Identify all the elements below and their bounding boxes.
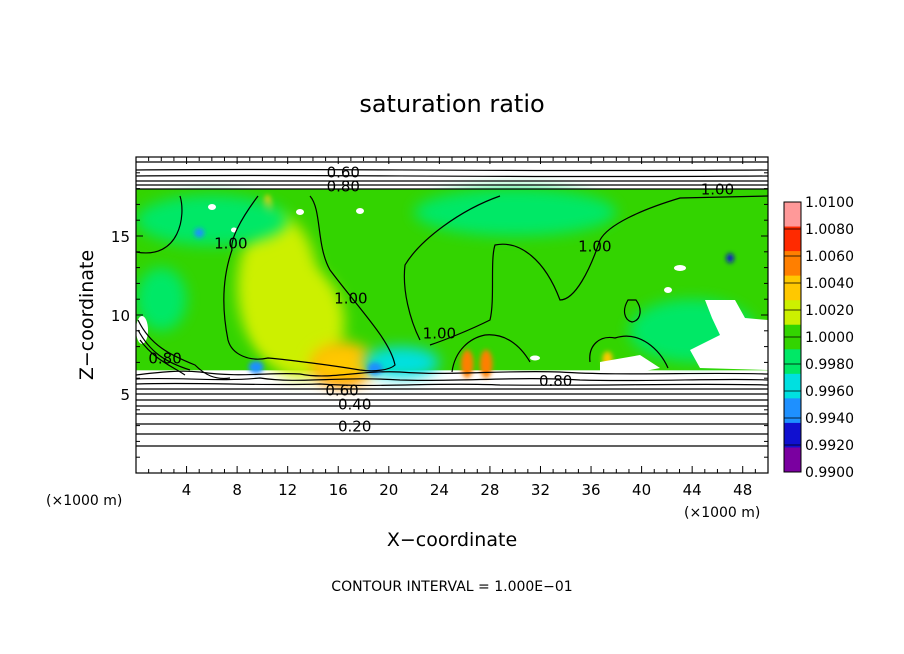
y-tick-label: 5 xyxy=(120,386,130,404)
unsaturated-blank-patches xyxy=(136,204,768,372)
x-tick-label: 4 xyxy=(182,481,192,499)
colorbar-swatch xyxy=(784,202,801,228)
plot-area: 0.600.80 1.001.00 1.001.001.000.800.800.60… xyxy=(136,157,768,473)
contour-label: 0.40 xyxy=(338,396,371,414)
colorbar-swatch xyxy=(784,251,801,277)
x-unit-label-left: (×1000 m) xyxy=(46,493,122,509)
x-tick-label: 20 xyxy=(379,481,398,499)
colorbar-swatch xyxy=(784,226,801,252)
colorbar-swatch xyxy=(784,349,801,375)
colorbar-swatch xyxy=(784,398,801,424)
x-tick-label: 16 xyxy=(329,481,348,499)
field-region xyxy=(194,228,205,238)
colorbar-label: 0.9960 xyxy=(805,384,854,400)
field-region xyxy=(726,253,734,263)
colorbar-label: 0.9980 xyxy=(805,357,854,373)
x-tick-label: 24 xyxy=(430,481,449,499)
colorbar-swatch xyxy=(784,422,801,448)
contour-label: 0.80 xyxy=(148,350,181,368)
x-tick-label: 12 xyxy=(278,481,297,499)
x-tick-label: 48 xyxy=(733,481,752,499)
contour-label: 0.20 xyxy=(338,418,371,436)
colorbar-label: 1.0000 xyxy=(805,330,854,346)
x-tick-label: 28 xyxy=(480,481,499,499)
axis-ticks xyxy=(136,157,768,473)
chart-title: saturation ratio xyxy=(359,90,544,118)
colorbar-swatch xyxy=(784,300,801,326)
colorbar-label: 1.0060 xyxy=(805,249,854,265)
contour-label: 0.80 xyxy=(327,178,360,196)
x-tick-label: 32 xyxy=(531,481,550,499)
colorbar-label: 1.0020 xyxy=(805,303,854,319)
contour-interval-note: CONTOUR INTERVAL = 1.000E−01 xyxy=(331,579,572,595)
contour-label: 1.00 xyxy=(334,290,367,308)
field-region xyxy=(414,188,617,236)
field-region xyxy=(136,267,187,331)
x-tick-label: 8 xyxy=(232,481,242,499)
y-axis-label: Z−coordinate xyxy=(76,250,98,380)
contour-label: 1.00 xyxy=(578,238,611,256)
contour-label: 1.00 xyxy=(423,324,456,342)
x-axis-label: X−coordinate xyxy=(387,529,517,551)
colorbar-swatch xyxy=(784,275,801,301)
contour-label: 0.60 xyxy=(327,163,360,181)
colorbar-label: 0.9940 xyxy=(805,411,854,427)
field-region xyxy=(248,360,264,374)
x-tick-label: 40 xyxy=(632,481,651,499)
colorbar-label: 1.0100 xyxy=(805,195,854,211)
field-region xyxy=(479,349,493,379)
x-unit-label-right: (×1000 m) xyxy=(684,505,760,521)
saturation-field xyxy=(136,188,768,387)
colorbar-swatch xyxy=(784,373,801,399)
field-region xyxy=(136,194,288,246)
x-tick-label: 44 xyxy=(683,481,702,499)
contour-lines xyxy=(136,161,768,447)
colorbar-label: 1.0040 xyxy=(805,276,854,292)
colorbar-label: 1.0080 xyxy=(805,222,854,238)
contour-label: 0.60 xyxy=(325,381,358,399)
x-tick-label: 36 xyxy=(581,481,600,499)
contour-label: 0.80 xyxy=(539,372,572,390)
colorbar: 1.0100 1.0080 1.0060 1.0040 1.0020 1.0000 0.99… xyxy=(783,195,854,481)
colorbar-label: 0.9900 xyxy=(805,465,854,481)
contour-label: 1.00 xyxy=(701,181,734,199)
y-tick-label: 10 xyxy=(111,307,130,325)
field-region xyxy=(460,349,474,379)
colorbar-label: 0.9920 xyxy=(805,438,854,454)
colorbar-swatch xyxy=(784,447,801,473)
contour-labels: 0.600.80 1.001.00 1.001.001.000.800.800.60… xyxy=(148,163,734,435)
contour-label: 1.00 xyxy=(214,234,247,252)
field-region xyxy=(309,341,375,387)
y-tick-label: 15 xyxy=(111,228,130,246)
